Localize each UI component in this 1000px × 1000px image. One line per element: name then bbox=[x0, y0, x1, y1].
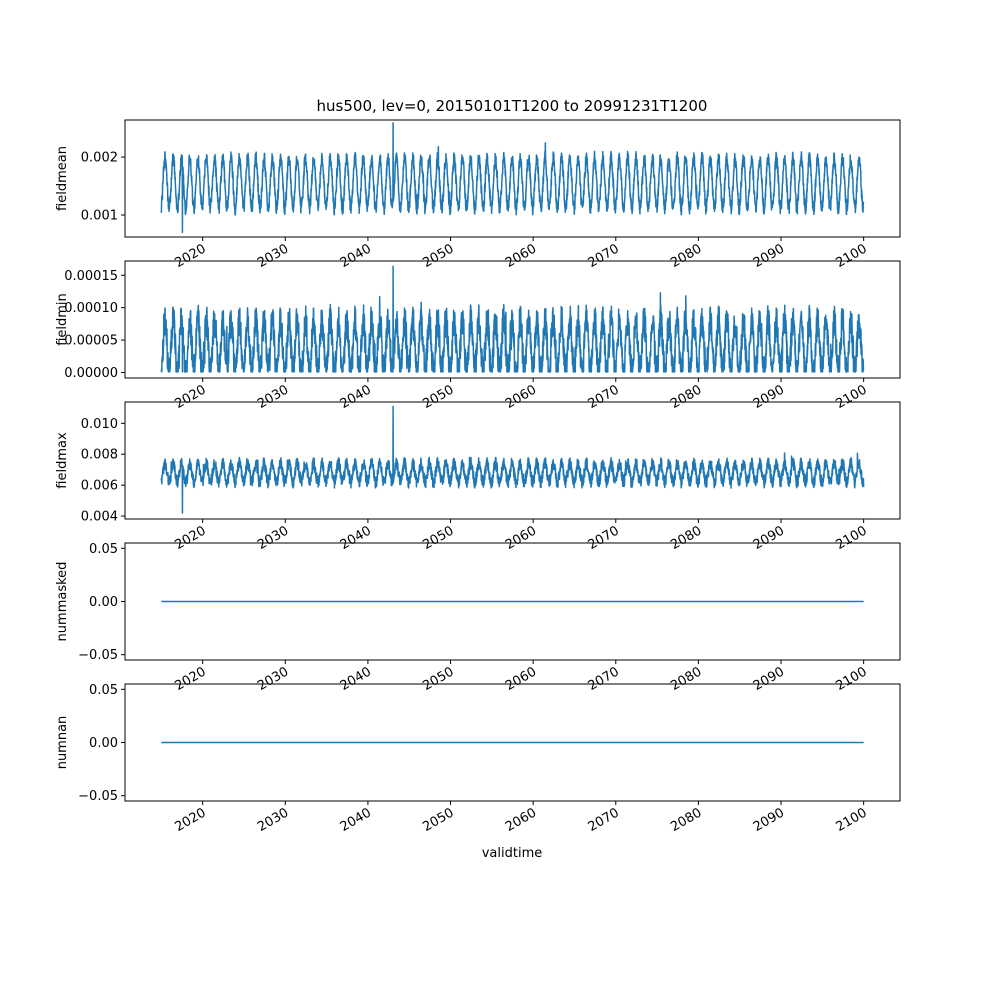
x-tick-label: 2060 bbox=[503, 382, 539, 412]
series-line-fieldmean bbox=[160, 122, 865, 234]
x-tick-label: 2030 bbox=[255, 241, 291, 271]
x-tick-label: 2070 bbox=[586, 382, 622, 412]
x-tick-label: 2030 bbox=[255, 805, 291, 835]
x-tick-label: 2100 bbox=[833, 805, 869, 835]
axes-frame-fieldmean bbox=[124, 119, 901, 238]
axes-numnan: −0.05 0.00 0.05 numnan 2020 2030 2040 2050 2060 2… bbox=[55, 683, 901, 835]
x-tick-label: 2040 bbox=[338, 382, 374, 412]
x-tick-label: 2030 bbox=[255, 382, 291, 412]
y-tick-label: 0.05 bbox=[89, 542, 118, 557]
x-tick-label: 2100 bbox=[833, 664, 869, 694]
x-tick-label: 2070 bbox=[586, 805, 622, 835]
y-tick-label: 0.00 bbox=[89, 595, 118, 610]
y-axis-label: fieldmax bbox=[55, 432, 70, 489]
y-axis-label: fieldmean bbox=[55, 146, 70, 211]
x-tick-label: 2080 bbox=[668, 805, 704, 835]
x-tick-label: 2030 bbox=[255, 523, 291, 553]
axes-layer: 0.001 0.002 fieldmean 2020 2030 2040 2050 2060 2… bbox=[55, 119, 901, 835]
y-tick-label: 0.001 bbox=[81, 208, 118, 223]
y-axis-label: numnan bbox=[55, 716, 70, 770]
x-tick-label: 2020 bbox=[173, 241, 209, 271]
y-tick-label: 0.006 bbox=[81, 479, 118, 494]
x-tick-label: 2040 bbox=[338, 241, 374, 271]
y-tick-label: 0.00010 bbox=[64, 301, 118, 316]
x-tick-label: 2060 bbox=[503, 664, 539, 694]
y-axis-label: fieldmin bbox=[55, 293, 70, 346]
axes-fieldmean: 0.001 0.002 fieldmean 2020 2030 2040 2050 2060 2… bbox=[55, 119, 901, 271]
x-tick-label: 2080 bbox=[668, 241, 704, 271]
x-tick-label: 2060 bbox=[503, 805, 539, 835]
x-tick-label: 2090 bbox=[751, 664, 787, 694]
axes-frame-fieldmax bbox=[124, 401, 901, 520]
x-tick-label: 2040 bbox=[338, 523, 374, 553]
y-tick-label: 0.00 bbox=[89, 736, 118, 751]
axes-fieldmin: 0.00000 0.00005 0.00010 0.00015 fieldmin 2020… bbox=[55, 260, 901, 412]
y-tick-label: 0.00000 bbox=[64, 366, 118, 381]
x-tick-label: 2090 bbox=[751, 382, 787, 412]
y-tick-label: 0.008 bbox=[81, 448, 118, 463]
x-tick-label: 2020 bbox=[173, 805, 209, 835]
axes-frame-fieldmin bbox=[124, 260, 901, 379]
x-tick-label: 2090 bbox=[751, 241, 787, 271]
axes-fieldmax: 0.004 0.006 0.008 0.010 fieldmax 2020 2030 2040… bbox=[55, 401, 901, 553]
x-tick-label: 2050 bbox=[420, 241, 456, 271]
y-tick-label: 0.004 bbox=[81, 510, 118, 525]
x-tick-label: 2050 bbox=[420, 523, 456, 553]
x-tick-label: 2070 bbox=[586, 523, 622, 553]
x-tick-label: 2100 bbox=[833, 382, 869, 412]
x-tick-label: 2090 bbox=[751, 805, 787, 835]
x-tick-label: 2070 bbox=[586, 664, 622, 694]
x-tick-label: 2050 bbox=[420, 382, 456, 412]
x-tick-label: 2060 bbox=[503, 523, 539, 553]
y-tick-label: 0.010 bbox=[81, 417, 118, 432]
x-tick-label: 2050 bbox=[420, 664, 456, 694]
y-tick-label: −0.05 bbox=[78, 648, 118, 663]
x-tick-label: 2070 bbox=[586, 241, 622, 271]
x-tick-label: 2030 bbox=[255, 664, 291, 694]
x-axis-label: validtime bbox=[482, 846, 543, 861]
x-tick-label: 2020 bbox=[173, 523, 209, 553]
x-tick-label: 2020 bbox=[173, 664, 209, 694]
x-tick-label: 2080 bbox=[668, 664, 704, 694]
x-tick-label: 2080 bbox=[668, 382, 704, 412]
x-tick-label: 2020 bbox=[173, 382, 209, 412]
x-tick-label: 2090 bbox=[751, 523, 787, 553]
axes-nummasked: −0.05 0.00 0.05 nummasked 2020 2030 2040 2050 20… bbox=[55, 542, 901, 694]
x-tick-label: 2040 bbox=[338, 664, 374, 694]
series-line-fieldmin bbox=[160, 265, 865, 373]
y-tick-label: 0.00015 bbox=[64, 269, 118, 284]
x-tick-label: 2100 bbox=[833, 523, 869, 553]
y-tick-label: −0.05 bbox=[78, 789, 118, 804]
chart-title: hus500, lev=0, 20150101T1200 to 20991231… bbox=[317, 97, 708, 115]
x-tick-label: 2100 bbox=[833, 241, 869, 271]
y-tick-label: 0.002 bbox=[81, 151, 118, 166]
x-tick-label: 2060 bbox=[503, 241, 539, 271]
x-tick-label: 2080 bbox=[668, 523, 704, 553]
x-tick-label: 2050 bbox=[420, 805, 456, 835]
y-axis-label: nummasked bbox=[55, 562, 70, 642]
x-tick-label: 2040 bbox=[338, 805, 374, 835]
series-line-fieldmax bbox=[160, 405, 865, 514]
y-tick-label: 0.05 bbox=[89, 683, 118, 698]
y-tick-label: 0.00005 bbox=[64, 334, 118, 349]
